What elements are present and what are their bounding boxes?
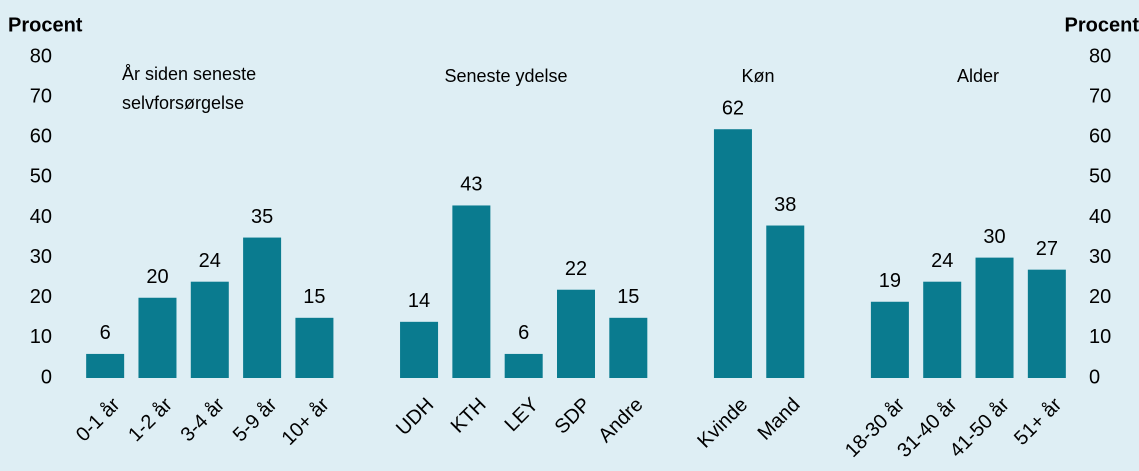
x-tick-label: KTH xyxy=(447,394,491,438)
x-tick-label: Kvinde xyxy=(693,394,752,453)
group-label: Køn xyxy=(741,66,774,86)
bar xyxy=(766,225,805,378)
bar xyxy=(138,297,177,378)
value-label: 24 xyxy=(199,250,221,272)
y2-tick-label: 10 xyxy=(1089,326,1111,348)
value-label: 15 xyxy=(303,286,325,308)
y-tick-label: 50 xyxy=(30,166,52,188)
y-tick-label: 0 xyxy=(41,366,52,388)
y2-tick-label: 60 xyxy=(1089,126,1111,148)
bar xyxy=(295,317,334,378)
group-label: Alder xyxy=(957,66,999,86)
y2-axis-label: Procent xyxy=(1065,14,1139,36)
bar xyxy=(557,289,595,378)
value-label: 20 xyxy=(146,266,168,288)
y-tick-label: 10 xyxy=(30,326,52,348)
bar xyxy=(452,205,491,378)
y-tick-label: 40 xyxy=(30,206,52,228)
value-label: 22 xyxy=(565,258,587,280)
x-tick-label: UDH xyxy=(392,394,438,440)
bar xyxy=(243,237,282,378)
value-label: 62 xyxy=(722,98,744,120)
group-label: selvforsørgelse xyxy=(122,93,244,113)
x-tick-label: LEY xyxy=(501,394,543,436)
x-tick-label: 5-9 år xyxy=(229,393,282,446)
bar xyxy=(400,321,439,378)
y-tick-label: 30 xyxy=(30,246,52,268)
x-tick-label: 3-4 år xyxy=(177,393,230,446)
value-label: 35 xyxy=(251,206,273,228)
x-tick-label: SDP xyxy=(551,394,596,439)
bar xyxy=(86,353,125,378)
group-label: Seneste ydelse xyxy=(444,66,567,86)
group-label: År siden seneste xyxy=(122,64,256,84)
y2-tick-label: 70 xyxy=(1089,85,1111,107)
bar xyxy=(923,281,962,378)
x-tick-label: Andre xyxy=(594,394,647,447)
bar xyxy=(1027,269,1066,378)
bar xyxy=(975,257,1014,378)
bar xyxy=(870,301,909,378)
y2-tick-label: 80 xyxy=(1089,45,1111,67)
x-tick-label: 51+ år xyxy=(1010,393,1066,449)
y-tick-label: 60 xyxy=(30,126,52,148)
value-label: 19 xyxy=(879,270,901,292)
y2-tick-label: 50 xyxy=(1089,166,1111,188)
value-label: 15 xyxy=(617,286,639,308)
y-tick-label: 20 xyxy=(30,286,52,308)
value-label: 14 xyxy=(408,290,430,312)
x-tick-label: 0-1 år xyxy=(72,393,125,446)
x-tick-label: Mand xyxy=(754,394,805,445)
value-label: 6 xyxy=(518,322,529,344)
bar xyxy=(609,317,648,378)
value-label: 30 xyxy=(983,226,1005,248)
y2-tick-label: 20 xyxy=(1089,286,1111,308)
value-label: 6 xyxy=(100,322,111,344)
x-tick-label: 1-2 år xyxy=(124,393,177,446)
bar xyxy=(190,281,229,378)
y-tick-label: 70 xyxy=(30,85,52,107)
value-label: 24 xyxy=(931,250,953,272)
y-tick-label: 80 xyxy=(30,45,52,67)
value-label: 43 xyxy=(460,174,482,196)
bar xyxy=(713,129,752,378)
y2-tick-label: 0 xyxy=(1089,366,1100,388)
y2-tick-label: 30 xyxy=(1089,246,1111,268)
y2-tick-label: 40 xyxy=(1089,206,1111,228)
y-axis-label: Procent xyxy=(8,14,83,36)
value-label: 27 xyxy=(1036,238,1058,260)
x-tick-label: 10+ år xyxy=(278,393,334,449)
value-label: 38 xyxy=(774,194,796,216)
bar xyxy=(504,353,543,378)
